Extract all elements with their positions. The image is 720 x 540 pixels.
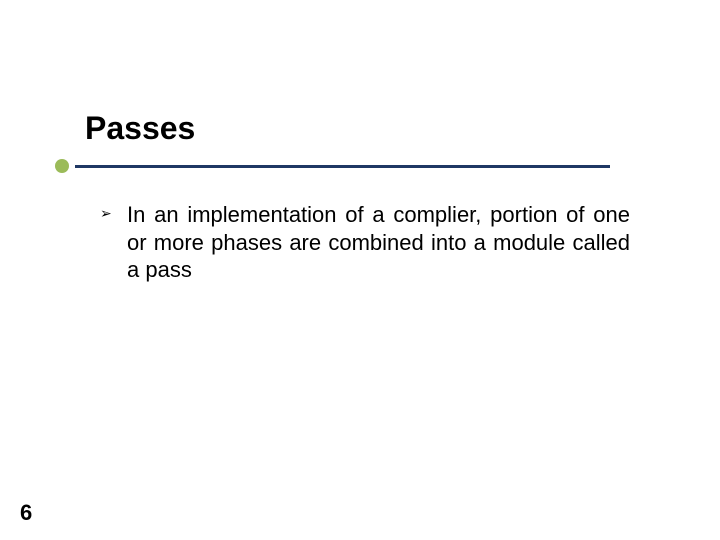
page-number: 6 <box>20 500 32 526</box>
bullet-icon: ➢ <box>100 205 112 222</box>
underline-line <box>75 165 610 168</box>
body-content: ➢ In an implementation of a complier, po… <box>100 201 630 284</box>
slide-title: Passes <box>85 110 195 147</box>
slide: Passes ➢ In an implementation of a compl… <box>0 0 720 540</box>
body-text: In an implementation of a complier, port… <box>127 201 630 284</box>
underline-dot-icon <box>55 159 69 173</box>
